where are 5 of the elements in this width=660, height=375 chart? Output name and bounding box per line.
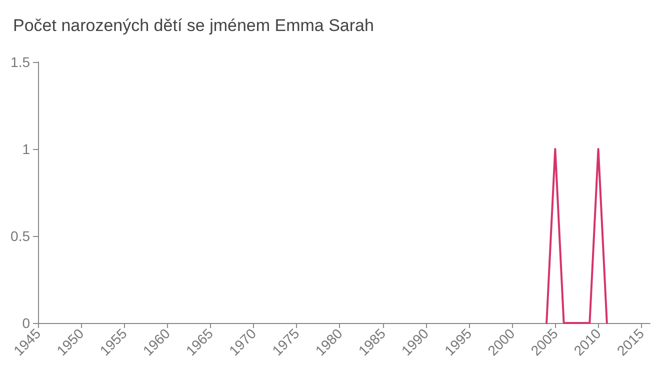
y-tick-label: 0.5 xyxy=(10,228,30,244)
y-tick-label: 1.5 xyxy=(10,54,30,70)
y-tick-label: 0 xyxy=(22,315,30,331)
chart-title: Počet narozených dětí se jménem Emma Sarah xyxy=(13,16,374,35)
y-tick-label: 1 xyxy=(22,141,30,157)
